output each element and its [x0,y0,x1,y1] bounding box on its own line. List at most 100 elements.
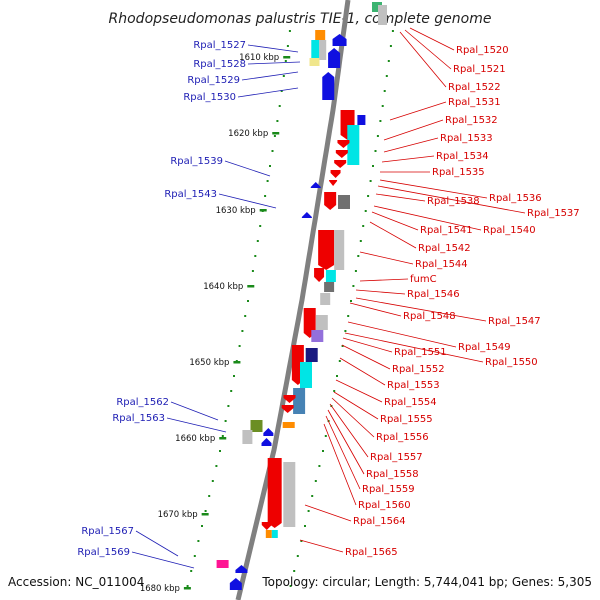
guide-dot [381,105,384,107]
gene-block [357,115,366,125]
guide-dot [364,210,367,212]
gene-label-right: Rpal_1557 [370,452,423,463]
guide-dot [362,225,365,227]
gene-label-right: Rpal_1558 [366,469,419,480]
forward-gene-arrow [328,48,341,68]
gene-label-right: Rpal_1548 [403,311,456,322]
gene-block [372,2,382,12]
reverse-gene-arrow [314,268,325,282]
leader-line-left [237,87,299,98]
gene-block [311,330,324,342]
gene-label-right: fumC [410,274,437,285]
guide-dot [379,120,382,122]
leader-line-right [342,337,393,353]
tick-mark [201,513,209,516]
leader-line-right [335,379,383,403]
gene-labels: Rpal_1527 Rpal_1528 Rpal_1529 Rpal_1530 Rpal… [77,40,579,558]
guide-dot [266,180,269,182]
reverse-gene-arrow [261,522,272,530]
leader-line-right [369,221,417,249]
guide-dot [357,255,360,257]
forward-gene-arrow [263,428,274,436]
leader-line-right [383,137,439,153]
gene-label-right: Rpal_1542 [418,243,471,254]
gene-block [320,293,331,305]
reverse-gene-arrow [318,230,335,270]
gene-label-right: Rpal_1549 [458,342,511,353]
leader-line-right [359,251,414,265]
leader-line-right [299,539,344,553]
tick-label: 1630 kbp [216,206,256,216]
gene-block [265,530,272,538]
guide-dot [286,45,289,47]
tick-mark [272,132,280,135]
leader-line-left [131,551,195,569]
gene-label-right: Rpal_1535 [432,167,485,178]
gene-label-right: Rpal_1565 [345,547,398,558]
gene-block [347,125,360,165]
reverse-gene-arrow [334,160,347,168]
gene-block [325,270,336,282]
reverse-gene-arrow [335,150,348,158]
guide-dot [374,150,377,152]
guide-dot [307,510,310,512]
tick-label: 1610 kbp [239,53,279,63]
backbone-line [235,0,351,600]
leader-line-left [247,61,301,65]
guide-dot [273,135,276,137]
guide-dot [289,585,292,587]
gene-label-right: Rpal_1540 [483,225,536,236]
guide-dot [197,540,200,542]
gene-label-right: Rpal_1521 [453,64,506,75]
guide-dot [344,330,347,332]
gene-label-right: Rpal_1522 [448,82,501,93]
guide-dot [219,450,221,452]
gene-block [282,422,295,428]
tick-mark [247,285,255,288]
gene-block [334,230,345,270]
gene-block [250,420,263,432]
guide-dot [347,315,350,317]
guide-dot [333,390,336,392]
guide-dot [221,435,224,437]
leader-line-right [355,297,487,322]
guide-dot [241,330,244,332]
leader-line-right [331,397,375,438]
leader-line-right [377,185,526,214]
tick-label: 1680 kbp [140,584,180,594]
leader-line-left [166,417,227,433]
guide-dot [387,60,390,62]
tick-mark [183,587,191,590]
guide-dot [383,90,386,92]
tick-label: 1620 kbp [228,129,268,139]
gene-label-left: Rpal_1562 [116,397,169,408]
guide-dot [269,165,271,167]
leader-line-right [327,409,365,475]
guide-dot [256,240,259,242]
gene-label-left: Rpal_1543 [164,189,217,200]
gene-label-right: Rpal_1547 [488,316,541,327]
gene-label-right: Rpal_1560 [358,500,411,511]
tick-label: 1660 kbp [175,434,215,444]
gene-label-left: Rpal_1567 [81,526,134,537]
gene-label-left: Rpal_1527 [193,40,246,51]
leader-line-right [304,504,352,522]
guide-dot [318,465,321,467]
guide-dot [288,30,291,32]
leader-line-right [329,403,369,458]
reverse-gene-arrow [267,458,282,528]
leader-line-left [247,44,299,53]
guide-dot [224,420,227,422]
gene-label-right: Rpal_1546 [407,289,460,300]
tick-label: 1640 kbp [203,282,243,292]
leader-line-right [389,101,447,121]
topology-text: Topology: circular; Length: 5,744,041 bp… [261,575,592,589]
forward-gene-arrow [261,438,272,446]
gene-block [216,560,229,568]
gene-block [311,40,320,58]
gene-block [338,195,350,209]
forward-gene-arrow [310,182,321,188]
leader-line-left [224,160,271,177]
guide-dot [324,435,327,437]
